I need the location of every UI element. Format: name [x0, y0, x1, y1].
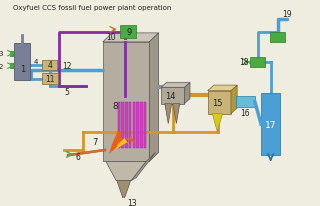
Bar: [42, 73, 59, 84]
Bar: [129, 102, 131, 149]
Bar: [132, 102, 135, 149]
Text: 16: 16: [240, 108, 250, 117]
Bar: [120, 26, 136, 39]
Bar: [121, 102, 124, 149]
Polygon shape: [106, 162, 146, 180]
Bar: [161, 88, 184, 104]
Bar: [125, 102, 128, 149]
Bar: [103, 43, 149, 162]
Polygon shape: [184, 83, 190, 104]
Bar: [136, 102, 139, 149]
Text: 8: 8: [112, 102, 118, 111]
Text: 18: 18: [240, 58, 249, 67]
Bar: [14, 44, 30, 80]
Bar: [140, 102, 142, 149]
Polygon shape: [132, 153, 156, 180]
Bar: [261, 93, 280, 156]
Text: 15: 15: [212, 98, 222, 107]
Bar: [270, 33, 285, 43]
Text: Oxyfuel CCS fossil fuel power plant operation: Oxyfuel CCS fossil fuel power plant oper…: [13, 5, 171, 11]
Bar: [6, 64, 13, 69]
Text: 1: 1: [20, 65, 25, 74]
Bar: [6, 52, 13, 56]
Text: 4: 4: [34, 58, 38, 64]
Text: 9: 9: [127, 28, 132, 37]
Bar: [236, 97, 255, 108]
Text: 12: 12: [62, 62, 72, 70]
Text: 19: 19: [283, 10, 292, 19]
Polygon shape: [149, 34, 159, 162]
Polygon shape: [115, 138, 131, 150]
Bar: [208, 91, 231, 114]
Text: 7: 7: [92, 137, 98, 146]
Polygon shape: [161, 83, 190, 88]
Text: 3: 3: [0, 51, 3, 57]
Polygon shape: [165, 104, 172, 124]
Bar: [42, 61, 57, 70]
Text: 5: 5: [65, 87, 69, 96]
Bar: [118, 102, 120, 149]
Bar: [144, 102, 146, 149]
Text: 17: 17: [265, 120, 276, 129]
Text: 14: 14: [165, 91, 176, 101]
Polygon shape: [231, 86, 237, 114]
Text: 11: 11: [46, 74, 55, 83]
Polygon shape: [103, 34, 159, 43]
Text: 6: 6: [76, 152, 80, 161]
Text: 10: 10: [107, 33, 116, 42]
Text: 13: 13: [127, 198, 136, 206]
Bar: [250, 57, 265, 67]
Polygon shape: [117, 180, 131, 200]
Polygon shape: [67, 149, 106, 157]
Polygon shape: [208, 86, 237, 91]
Text: 2: 2: [0, 63, 3, 69]
Polygon shape: [173, 104, 180, 124]
Polygon shape: [109, 130, 137, 154]
Text: 4: 4: [47, 61, 52, 70]
Polygon shape: [212, 114, 223, 132]
